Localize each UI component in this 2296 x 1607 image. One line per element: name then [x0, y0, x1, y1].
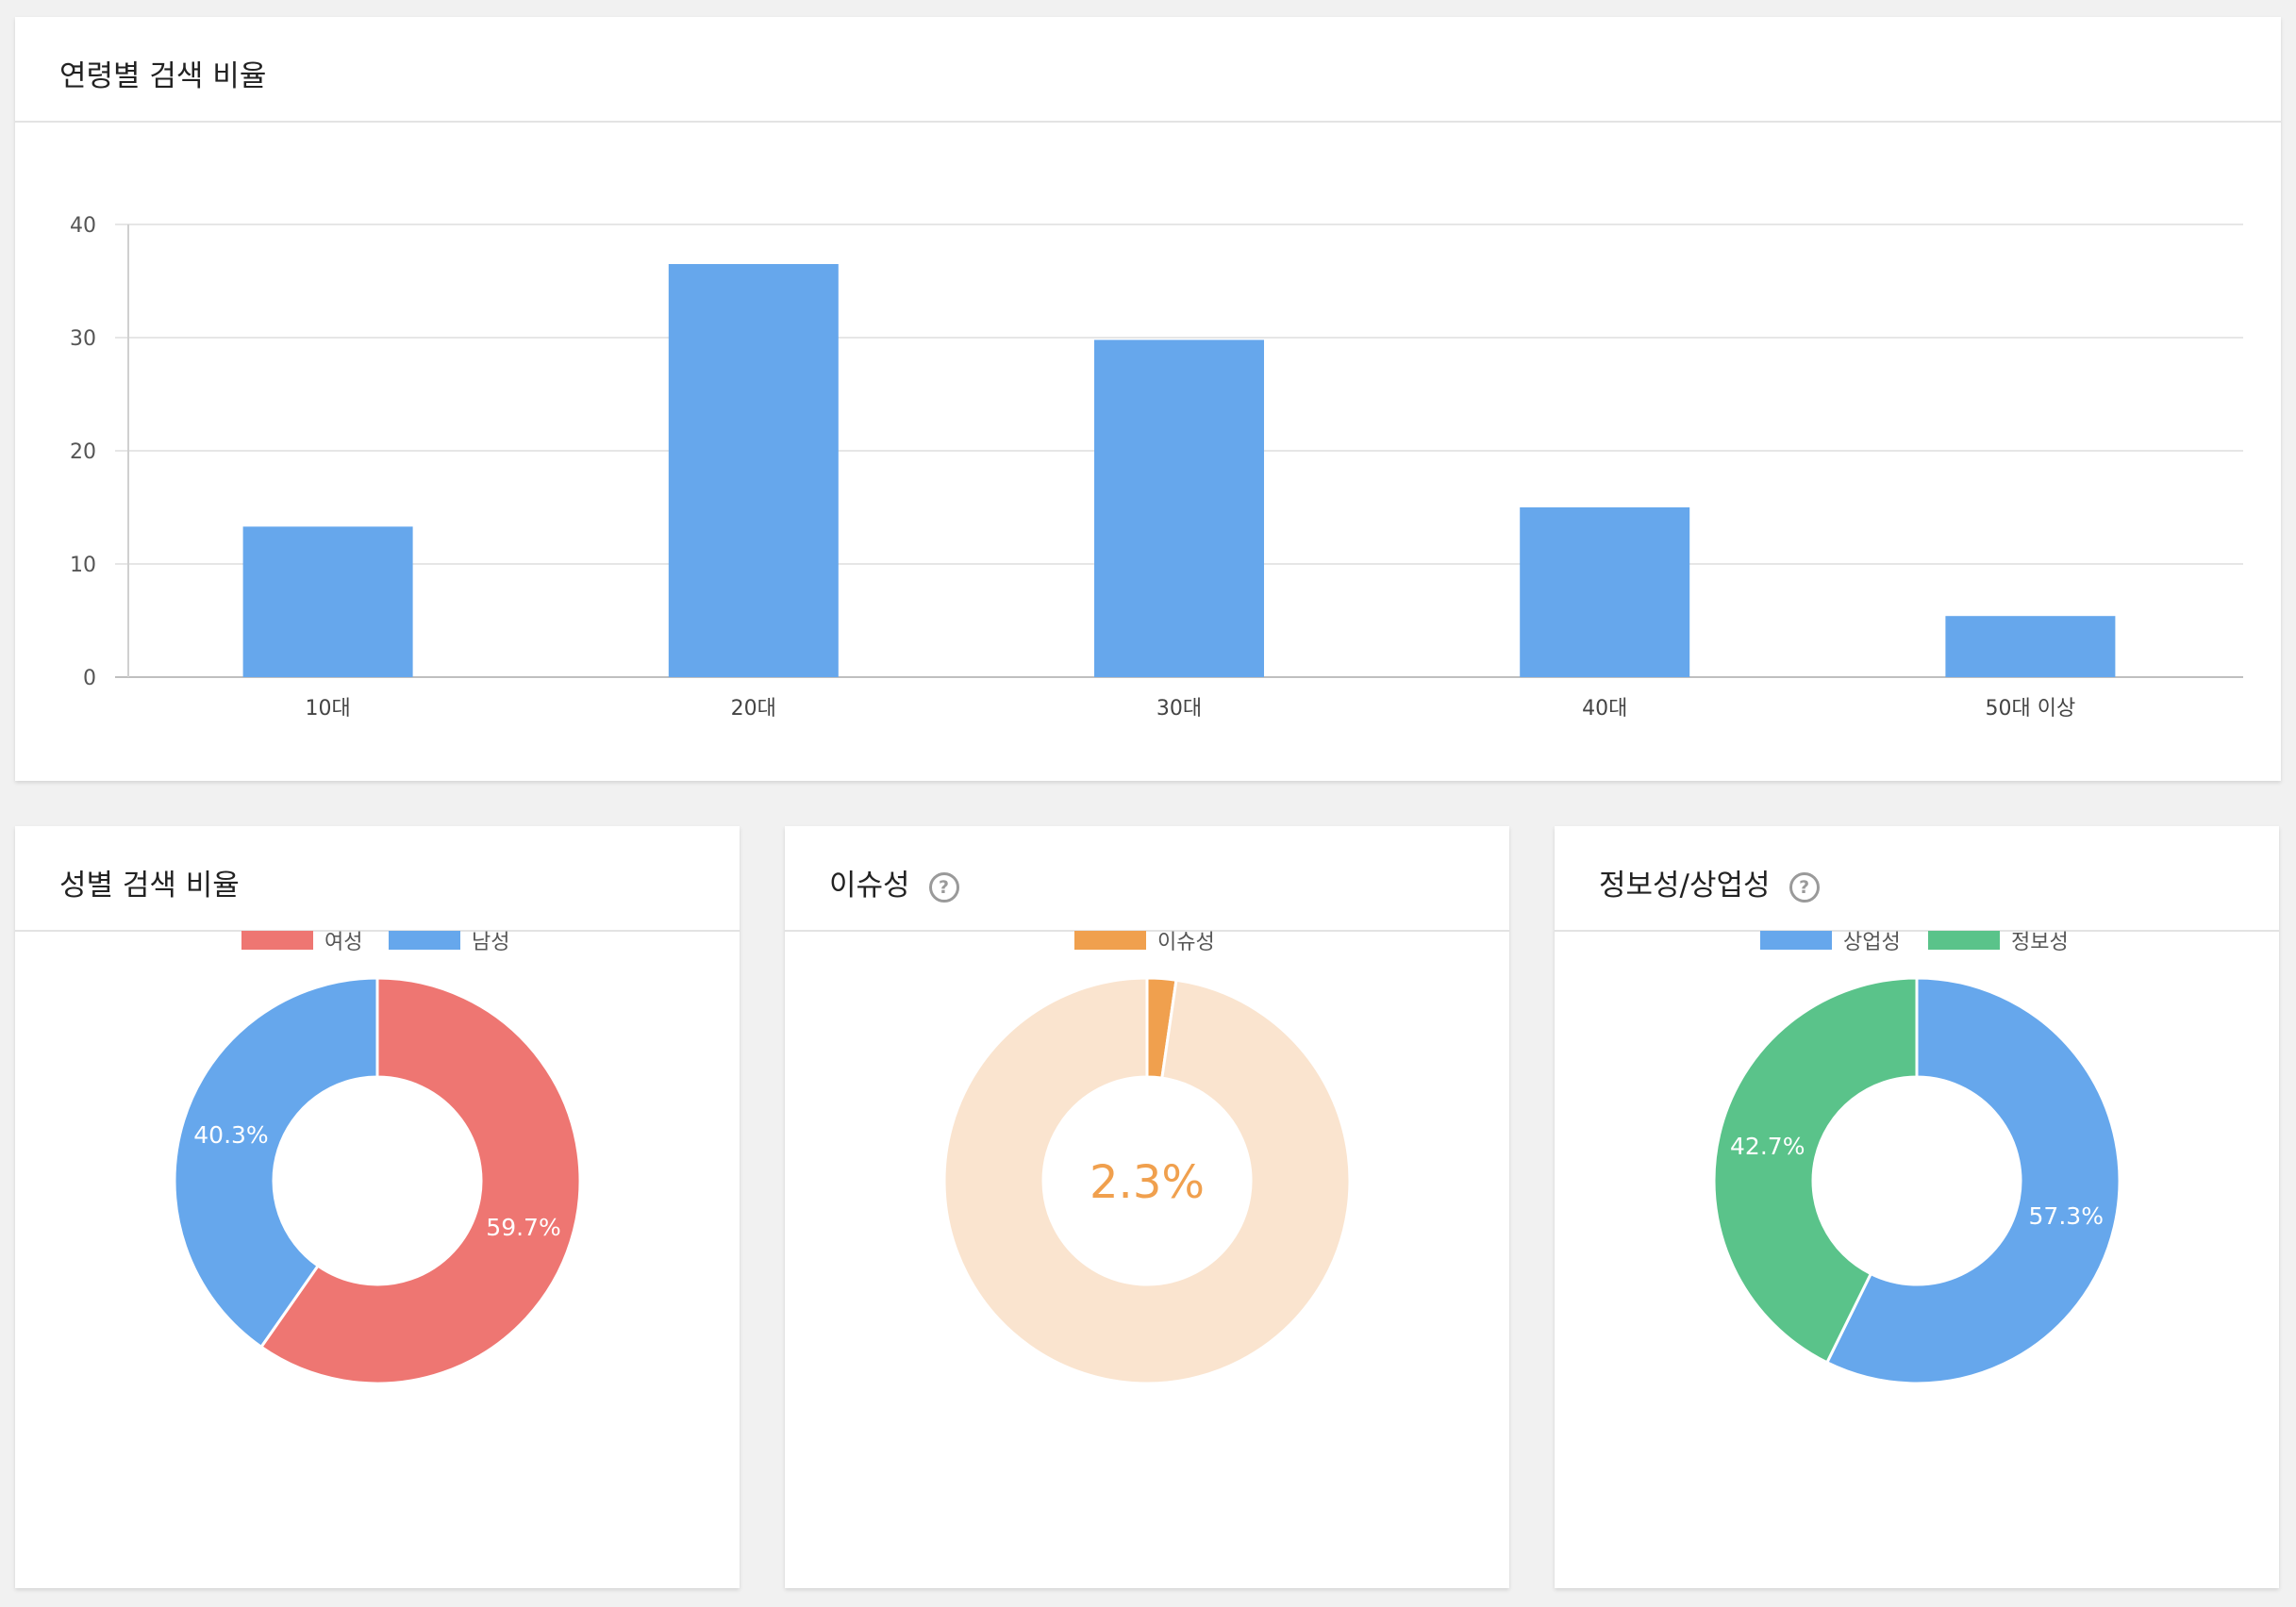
y-tick-label: 40	[70, 214, 96, 238]
card-header: 성별 검색 비율	[15, 826, 740, 932]
question-circle-icon[interactable]: ?	[1789, 872, 1820, 903]
slice-label: 59.7%	[486, 1214, 560, 1241]
card-header: 연령별 검색 비율	[15, 17, 2281, 123]
gender-donut-chart: 여성 남성 59.7% 40.3%	[173, 931, 582, 1385]
donut-slice[interactable]	[1712, 976, 1919, 1365]
donut-slice[interactable]	[258, 976, 582, 1385]
legend-swatch[interactable]	[1928, 931, 2000, 950]
issue-donut-chart: 이슈성 2.3%	[942, 931, 1352, 1385]
x-tick-label: 20대	[731, 697, 776, 721]
issue-card: 이슈성? 이슈성 2.3%	[785, 826, 1509, 1588]
legend-swatch[interactable]	[241, 931, 313, 950]
bar[interactable]	[1945, 616, 2116, 677]
issue-card-title-wrap: 이슈성?	[829, 871, 959, 903]
info-card-title: 정보성/상업성	[1599, 869, 1771, 903]
donut-slice[interactable]	[942, 976, 1352, 1385]
info-commercial-donut-chart: 상업성 정보성 57.3% 42.7%	[1712, 931, 2121, 1385]
slice-label: 42.7%	[1730, 1133, 1805, 1160]
x-tick-label: 40대	[1582, 697, 1627, 721]
issue-card-title: 이슈성	[829, 869, 910, 903]
y-tick-label: 0	[83, 667, 96, 690]
center-label: 2.3%	[1090, 1156, 1205, 1209]
legend-label[interactable]: 남성	[472, 931, 509, 954]
y-tick-label: 20	[70, 440, 96, 464]
gender-search-card: 성별 검색 비율 여성 남성 59.7% 40.3%	[15, 826, 740, 1588]
slice-label: 57.3%	[2029, 1202, 2104, 1230]
legend-swatch[interactable]	[1074, 931, 1146, 950]
x-tick-label: 50대 이상	[1986, 697, 2076, 721]
card-header: 정보성/상업성?	[1555, 826, 2279, 932]
y-tick-label: 30	[70, 327, 96, 351]
x-tick-label: 10대	[305, 697, 350, 721]
legend-label[interactable]: 정보성	[2011, 931, 2069, 954]
donut-slice[interactable]	[1824, 976, 2121, 1385]
y-tick-label: 10	[70, 554, 96, 577]
info-card-title-wrap: 정보성/상업성?	[1599, 871, 1820, 903]
age-bar-chart: 0 10 20 30 40 10대 20대 30대 40대 50대 이상	[70, 214, 2243, 721]
info-commercial-card: 정보성/상업성? 상업성 정보성 57.3% 42.7%	[1555, 826, 2279, 1588]
age-card-title: 연령별 검색 비율	[59, 59, 267, 93]
bar[interactable]	[1094, 340, 1264, 677]
slice-label: 40.3%	[193, 1121, 268, 1149]
bar[interactable]	[242, 526, 413, 677]
bar[interactable]	[1520, 507, 1690, 677]
gender-card-title: 성별 검색 비율	[59, 869, 240, 903]
question-circle-icon[interactable]: ?	[928, 872, 959, 903]
age-search-card: 연령별 검색 비율 0 10 20 30 40 10대 20대 30대 40대 50대 이상	[15, 17, 2281, 781]
legend-label[interactable]: 여성	[324, 931, 362, 954]
legend-swatch[interactable]	[1760, 931, 1832, 950]
x-tick-label: 30대	[1156, 697, 1202, 721]
bar[interactable]	[668, 264, 839, 677]
donut-slice[interactable]	[173, 976, 379, 1350]
card-header: 이슈성?	[785, 826, 1509, 932]
legend-label[interactable]: 이슈성	[1157, 931, 1215, 954]
legend-swatch[interactable]	[389, 931, 460, 950]
legend-label[interactable]: 상업성	[1843, 931, 1901, 954]
